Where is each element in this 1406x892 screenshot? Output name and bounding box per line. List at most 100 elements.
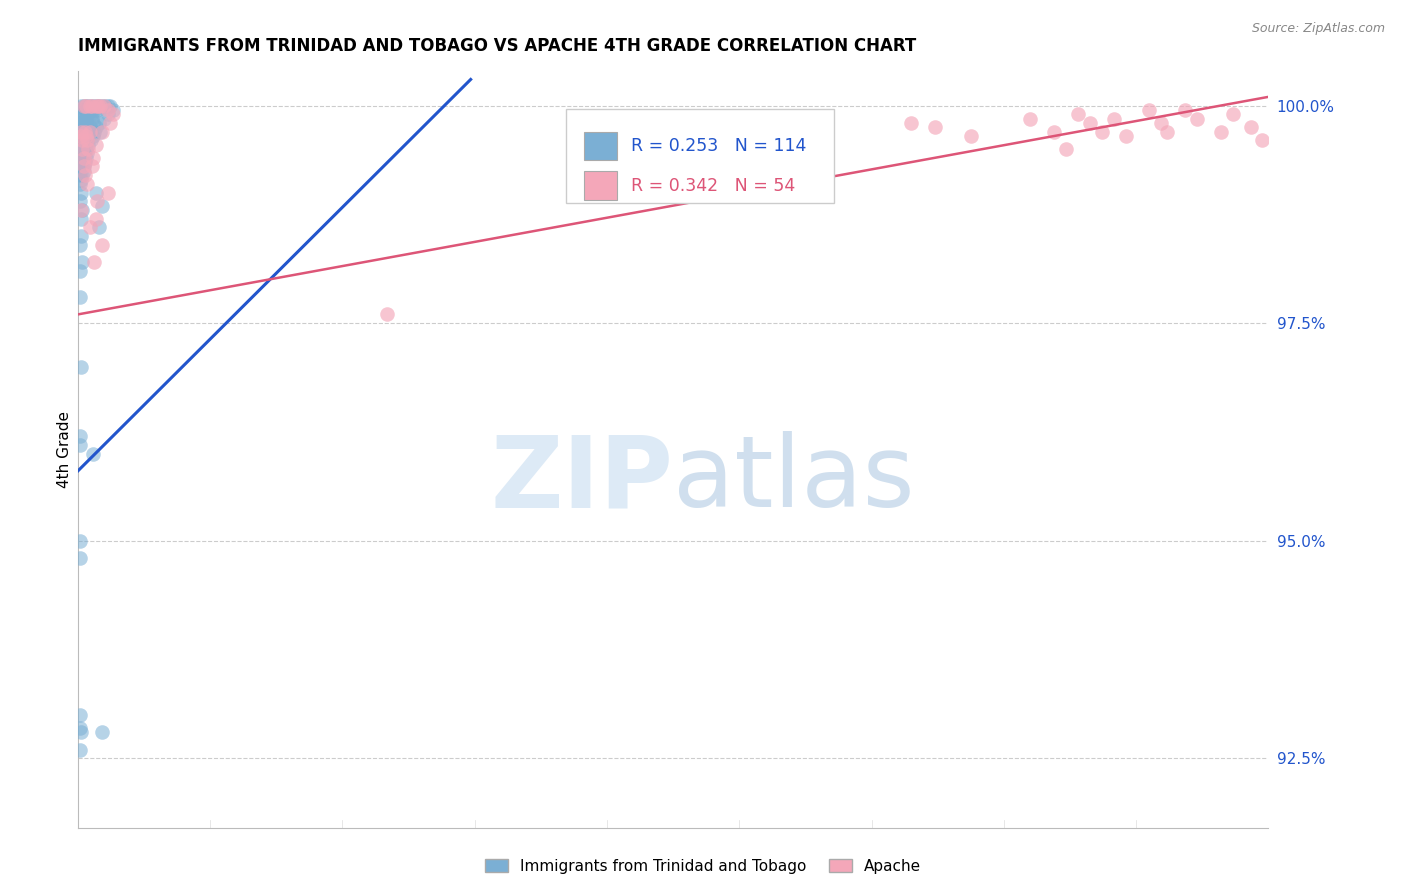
Point (72, 133, 94, 147)
Point (75, 142, 97, 156)
Point (69, 164, 91, 178)
Point (73, 168, 96, 182)
Point (69, 151, 91, 165)
Point (80, 112, 103, 126)
Point (69, 264, 91, 278)
Point (94, 98, 117, 112)
Point (70, 107, 93, 121)
Point (69, 155, 91, 169)
Point (89, 220, 111, 235)
Point (1209, 125, 1232, 139)
Point (1043, 125, 1066, 139)
Point (73, 103, 96, 117)
Point (76, 146, 98, 161)
Point (75, 116, 97, 130)
Point (1174, 103, 1197, 117)
Point (1222, 107, 1244, 121)
Point (69, 168, 91, 182)
Point (959, 128, 981, 143)
Point (75, 112, 97, 126)
Point (89, 116, 111, 130)
Point (84, 211, 107, 226)
Point (72, 151, 94, 165)
Point (96, 186, 118, 200)
Point (1078, 116, 1101, 130)
Point (69, 429, 91, 443)
Point (924, 120, 946, 135)
Point (79, 103, 101, 117)
Point (96, 98, 118, 112)
Point (72, 103, 94, 117)
Point (69, 142, 91, 156)
Point (72, 133, 94, 147)
Point (72, 255, 94, 269)
Point (76, 177, 98, 191)
Point (69, 290, 91, 304)
Point (1150, 116, 1173, 130)
Point (69, 128, 91, 143)
Point (82, 98, 104, 112)
Point (70, 725, 93, 739)
Point (69, 551, 91, 566)
Point (82, 447, 104, 461)
Point (80, 107, 103, 121)
Point (69, 237, 91, 252)
Point (82, 116, 104, 130)
Point (72, 202, 94, 217)
Text: R = 0.342   N = 54: R = 0.342 N = 54 (631, 177, 796, 194)
Point (80, 133, 103, 147)
FancyBboxPatch shape (567, 109, 834, 203)
Point (375, 308, 398, 322)
Point (69, 177, 91, 191)
Point (80, 98, 103, 112)
Point (72, 128, 94, 143)
Point (70, 229, 93, 244)
Point (75, 98, 97, 112)
Point (75, 151, 97, 165)
Point (69, 116, 91, 130)
Point (84, 186, 107, 200)
Point (80, 160, 103, 174)
Point (69, 133, 91, 147)
Point (69, 125, 91, 139)
Point (70, 112, 93, 126)
Point (77, 107, 100, 121)
Point (79, 120, 101, 135)
Point (83, 255, 105, 269)
Point (72, 125, 94, 139)
Point (73, 98, 96, 112)
Point (70, 186, 93, 200)
Point (70, 211, 93, 226)
Point (1019, 112, 1042, 126)
Point (1185, 112, 1208, 126)
Text: IMMIGRANTS FROM TRINIDAD AND TOBAGO VS APACHE 4TH GRADE CORRELATION CHART: IMMIGRANTS FROM TRINIDAD AND TOBAGO VS A… (77, 37, 915, 55)
Point (80, 98, 103, 112)
Point (90, 725, 112, 739)
Point (69, 742, 91, 756)
Point (69, 146, 91, 161)
Bar (583, 171, 617, 200)
Point (98, 116, 121, 130)
Point (1115, 128, 1137, 143)
Point (86, 194, 108, 209)
Point (89, 98, 111, 112)
Point (75, 98, 97, 112)
Text: R = 0.253   N = 114: R = 0.253 N = 114 (631, 137, 807, 155)
Point (73, 128, 96, 143)
Point (70, 359, 93, 374)
Point (1137, 103, 1160, 117)
Point (72, 168, 94, 182)
Point (72, 137, 94, 152)
Point (75, 120, 97, 135)
Point (77, 142, 100, 156)
Point (96, 103, 118, 117)
Point (73, 133, 96, 147)
Point (82, 128, 104, 143)
Point (72, 155, 94, 169)
Point (1102, 112, 1125, 126)
Point (84, 120, 107, 135)
Point (72, 120, 94, 135)
Point (1054, 142, 1077, 156)
Point (96, 107, 118, 121)
Point (103, 107, 125, 121)
